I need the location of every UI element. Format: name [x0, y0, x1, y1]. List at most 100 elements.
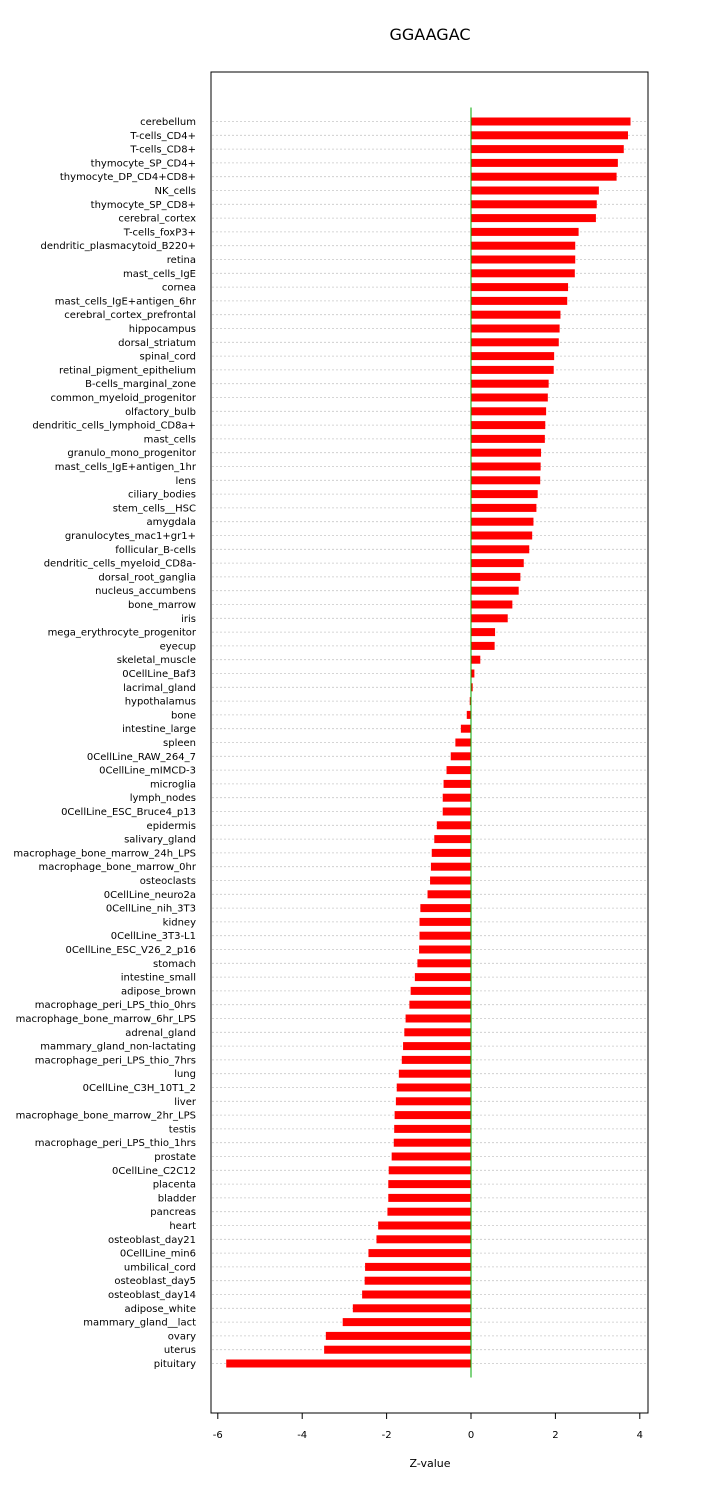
bar — [471, 186, 599, 195]
category-label: cerebral_cortex_prefrontal — [64, 310, 196, 321]
bar — [442, 793, 471, 802]
bar — [471, 214, 596, 223]
category-label: 0CellLine_min6 — [120, 1249, 196, 1260]
x-axis: -6 -4 -2 0 2 4 — [213, 1412, 643, 1441]
bar — [469, 697, 471, 706]
bar — [471, 255, 576, 264]
category-label: hypothalamus — [125, 697, 196, 708]
bar — [419, 917, 471, 926]
category-label: kidney — [163, 917, 196, 928]
bar — [471, 614, 508, 623]
bar — [395, 1097, 471, 1106]
category-label: adipose_white — [125, 1304, 196, 1315]
x-axis-title: Z-value — [409, 1457, 450, 1470]
bar — [378, 1221, 471, 1230]
category-label: umbilical_cord — [124, 1262, 196, 1273]
category-label: 0CellLine_Baf3 — [122, 669, 196, 680]
category-label: hippocampus — [129, 324, 196, 335]
category-label: 0CellLine_ESC_Bruce4_p13 — [61, 807, 196, 818]
bar — [471, 283, 569, 292]
category-label: 0CellLine_mIMCD-3 — [99, 766, 196, 777]
bar — [471, 421, 546, 430]
bar — [403, 1042, 471, 1051]
category-label: cerebellum — [140, 117, 196, 128]
bar — [471, 559, 524, 568]
category-label: dendritic_plasmacytoid_B220+ — [40, 241, 196, 252]
bar — [364, 1276, 471, 1285]
category-label: macrophage_bone_marrow_0hr — [39, 862, 197, 873]
category-label: mast_cells_IgE+antigen_1hr — [55, 462, 197, 473]
category-label: lung — [174, 1069, 196, 1080]
category-label: prostate — [154, 1152, 196, 1163]
category-label: cerebral_cortex — [118, 214, 196, 225]
x-tick-label: -6 — [213, 1430, 223, 1441]
category-label: pituitary — [154, 1359, 196, 1370]
category-label: macrophage_bone_marrow_6hr_LPS — [16, 1014, 196, 1025]
category-label: stem_cells__HSC — [113, 503, 196, 514]
bar — [325, 1331, 471, 1340]
category-label: olfactory_bulb — [125, 407, 196, 418]
category-label: microglia — [150, 779, 196, 790]
category-label: dorsal_striatum — [118, 338, 196, 349]
bar — [396, 1083, 471, 1092]
bar — [352, 1304, 471, 1313]
bar — [471, 407, 547, 416]
bar — [436, 821, 471, 830]
category-label: amygdala — [146, 517, 196, 528]
bar — [368, 1249, 471, 1258]
category-label: intestine_large — [122, 724, 196, 735]
category-label: thymocyte_SP_CD4+ — [91, 158, 196, 169]
bar — [430, 862, 471, 871]
bar — [460, 724, 471, 733]
bar — [409, 1000, 471, 1009]
x-tick-label: -4 — [297, 1430, 307, 1441]
bar — [387, 1207, 471, 1216]
bar — [471, 683, 473, 692]
bar — [455, 738, 471, 747]
bar — [471, 241, 576, 250]
bar — [324, 1345, 471, 1354]
category-label: macrophage_bone_marrow_2hr_LPS — [16, 1111, 196, 1122]
bar — [471, 379, 549, 388]
bar — [471, 434, 545, 443]
bar — [376, 1235, 471, 1244]
category-label: uterus — [164, 1345, 196, 1356]
category-label: osteoblast_day14 — [108, 1290, 196, 1301]
bar — [471, 669, 475, 678]
category-label: B-cells_marginal_zone — [85, 379, 196, 390]
category-label: macrophage_bone_marrow_24h_LPS — [13, 848, 196, 859]
bar — [471, 462, 541, 471]
bar — [226, 1359, 471, 1368]
category-label: ciliary_bodies — [128, 490, 196, 501]
category-label: mast_cells — [144, 434, 196, 445]
bar — [471, 227, 579, 236]
category-label: common_myeloid_progenitor — [50, 393, 196, 404]
category-label: retinal_pigment_epithelium — [59, 365, 196, 376]
bar — [431, 848, 471, 857]
category-label: granulocytes_mac1+gr1+ — [65, 531, 196, 542]
category-label: lens — [176, 476, 196, 487]
bars — [226, 117, 631, 1368]
bar — [471, 586, 519, 595]
category-label: retina — [167, 255, 196, 266]
bar — [471, 572, 521, 581]
bar — [471, 145, 624, 154]
category-label: 0CellLine_C3H_10T1_2 — [83, 1083, 196, 1094]
category-label: mammary_gland__lact — [83, 1318, 196, 1329]
category-label: macrophage_peri_LPS_thio_0hrs — [35, 1000, 196, 1011]
category-label: testis — [169, 1124, 196, 1135]
bar — [430, 876, 471, 885]
x-tick-label: -2 — [382, 1430, 392, 1441]
category-label: bone_marrow — [128, 600, 196, 611]
bar — [443, 779, 471, 788]
bar — [401, 1055, 471, 1064]
category-label: bladder — [158, 1193, 197, 1204]
bar — [471, 296, 568, 305]
category-label: skeletal_muscle — [117, 655, 196, 666]
bar — [471, 365, 554, 374]
bar — [342, 1318, 471, 1327]
category-label: iris — [181, 614, 196, 625]
category-label: adipose_brown — [121, 986, 196, 997]
bar — [466, 710, 471, 719]
